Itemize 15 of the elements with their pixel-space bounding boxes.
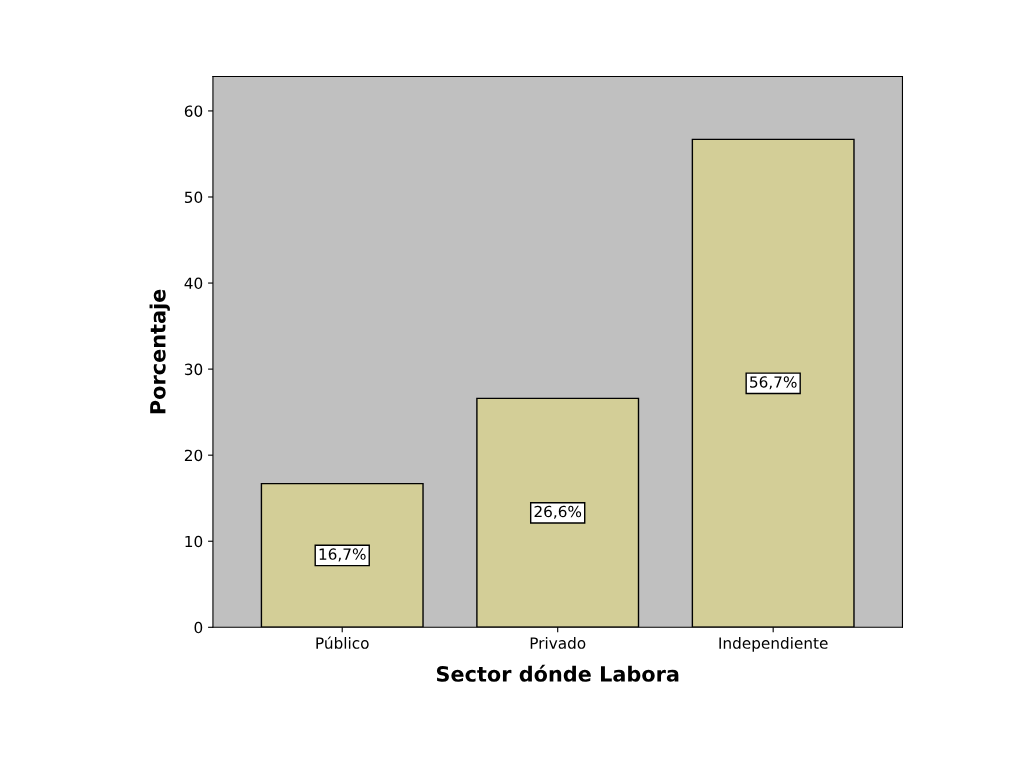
y-tick-label: 60 [184,105,203,117]
y-axis-title: Porcentaje [149,289,170,414]
data-label: 26,6% [534,505,582,519]
x-tick-label: Independiente [719,637,828,652]
x-axis-title: Sector dónde Labora [436,664,679,682]
y-tick-label: 50 [184,191,203,204]
y-tick-label: 20 [184,449,203,462]
y-tick-label: 0 [194,621,203,634]
y-tick-label: 10 [185,535,203,548]
y-tick-label: 40 [184,277,203,290]
data-label: 16,7% [319,548,366,562]
x-tick-label: Público [316,636,369,649]
x-tick-label: Privado [530,637,586,649]
y-tick-label: 30 [184,363,203,376]
data-label: 56,7% [750,376,797,390]
